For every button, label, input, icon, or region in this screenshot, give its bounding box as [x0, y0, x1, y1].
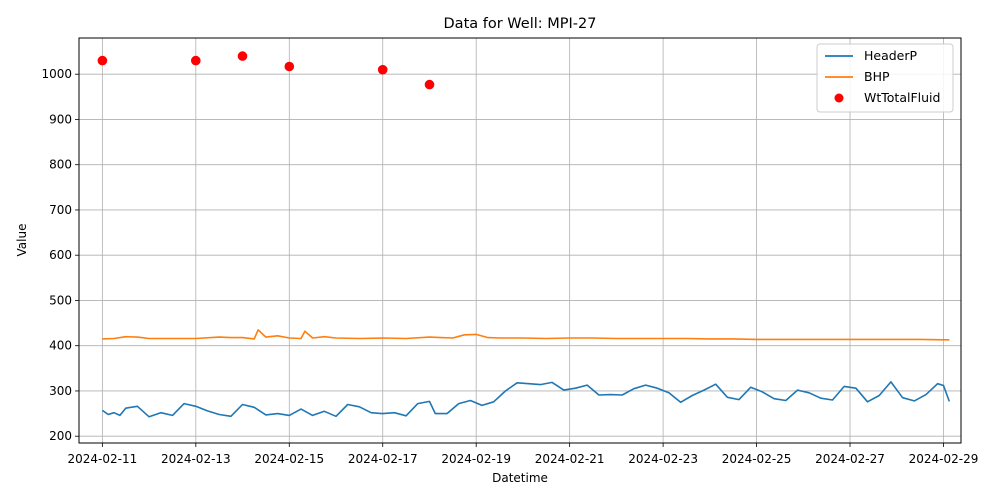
- series-point-wttotalfluid: [424, 79, 435, 90]
- y-tick-label: 600: [49, 248, 72, 262]
- legend-box: [816, 43, 954, 113]
- x-axis: 2024-02-11 2024-02-13 2024-02-15 2024-02-17…: [67, 443, 978, 466]
- legend-label-bhp: BHP: [864, 69, 890, 84]
- x-tick-label: 2024-02-13: [161, 452, 231, 466]
- x-tick-label: 2024-02-29: [909, 452, 979, 466]
- y-tick-label: 200: [49, 429, 72, 443]
- y-tick-label: 400: [49, 339, 72, 353]
- y-tick-label: 900: [49, 112, 72, 126]
- x-tick-label: 2024-02-21: [535, 452, 605, 466]
- y-axis: 200 300 400 500 600 700 800 900 1000: [41, 67, 79, 443]
- x-tick-label: 2024-02-17: [348, 452, 418, 466]
- legend: HeaderP BHP WtTotalFluid: [816, 43, 954, 113]
- legend-swatch-wttotalfluid: [834, 93, 844, 103]
- x-tick-label: 2024-02-11: [67, 452, 137, 466]
- y-tick-label: 700: [49, 203, 72, 217]
- x-tick-label: 2024-02-19: [441, 452, 511, 466]
- series-point-wttotalfluid: [377, 64, 388, 75]
- y-tick-label: 500: [49, 293, 72, 307]
- x-tick-label: 2024-02-25: [722, 452, 792, 466]
- series-line-headerp: [101, 381, 951, 418]
- series-point-wttotalfluid: [284, 61, 295, 72]
- y-tick-label: 1000: [41, 67, 72, 81]
- x-tick-label: 2024-02-27: [815, 452, 885, 466]
- series-point-wttotalfluid: [97, 55, 108, 66]
- y-axis-label: Value: [15, 224, 29, 257]
- legend-label-wttotalfluid: WtTotalFluid: [864, 90, 940, 105]
- series-layer: [97, 51, 951, 418]
- x-axis-label: Datetime: [492, 471, 548, 485]
- legend-label-headerp: HeaderP: [864, 48, 918, 63]
- series-point-wttotalfluid: [191, 55, 201, 66]
- x-tick-label: 2024-02-23: [628, 452, 698, 466]
- x-tick-label: 2024-02-15: [254, 452, 324, 466]
- series-line-bhp: [102, 329, 950, 341]
- y-tick-label: 800: [49, 158, 72, 172]
- y-tick-label: 300: [49, 384, 72, 398]
- chart-title: Data for Well: MPI-27: [444, 16, 597, 32]
- series-point-wttotalfluid: [237, 51, 248, 61]
- plot-frame: [78, 37, 962, 444]
